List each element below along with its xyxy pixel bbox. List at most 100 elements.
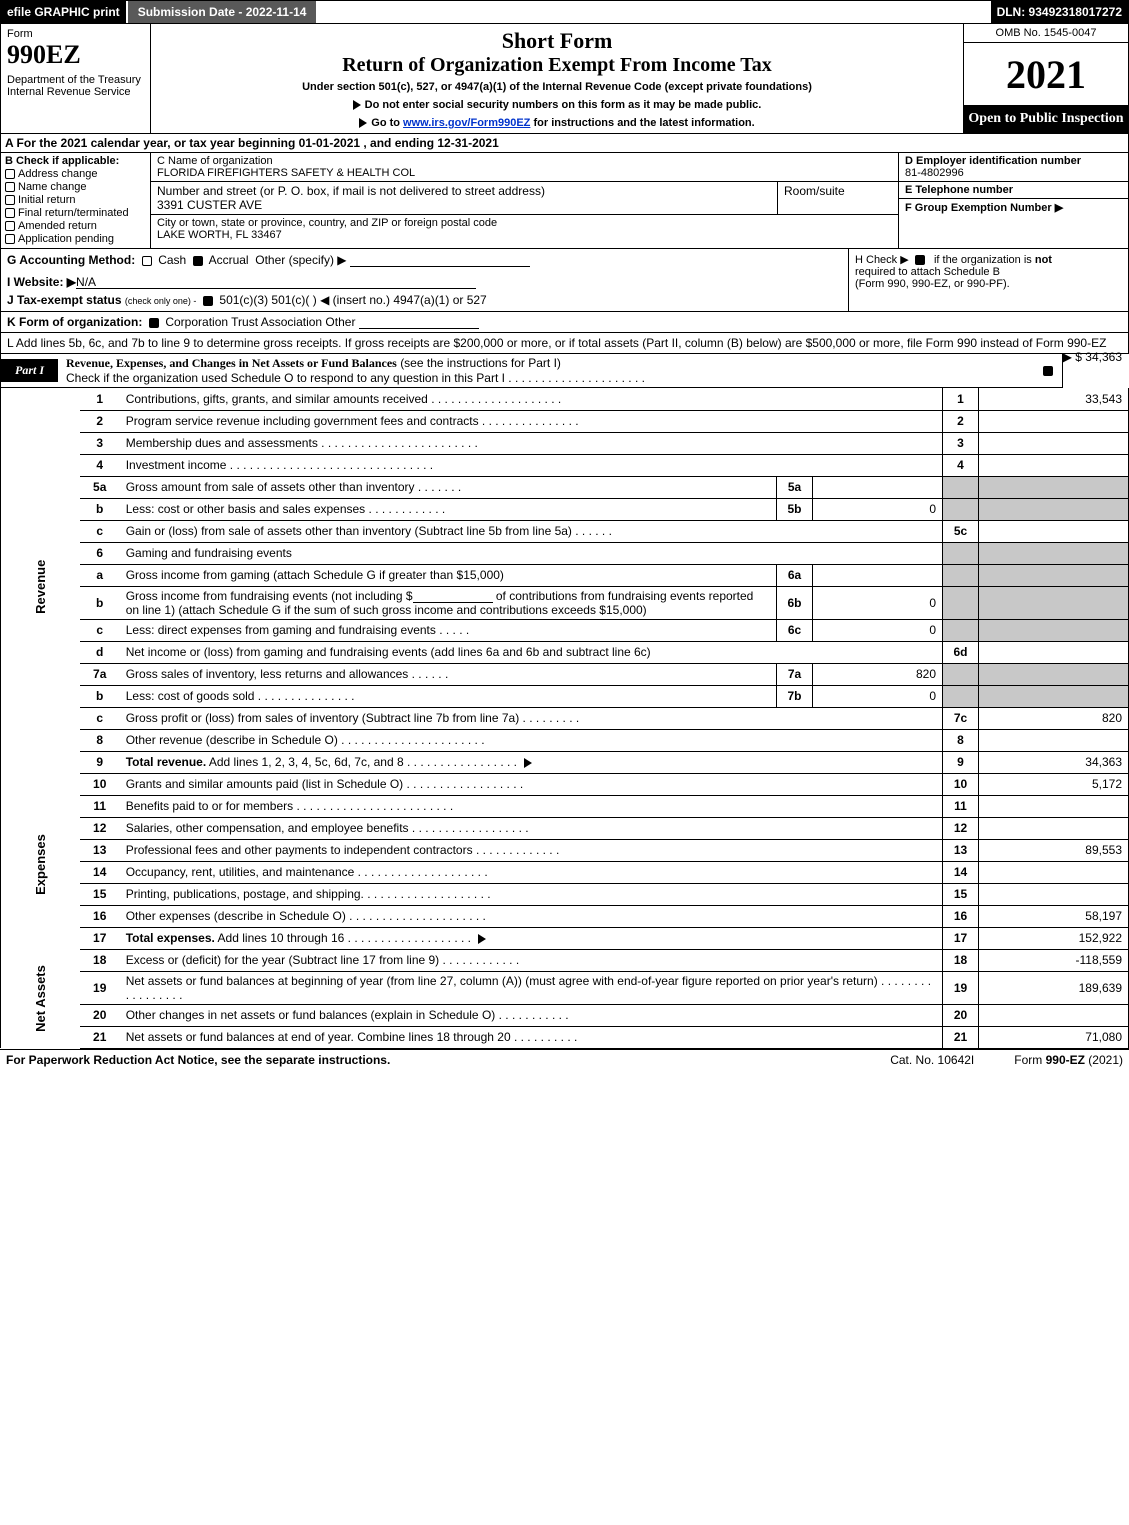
section-h: H Check ▶ if the organization is not req… [848,249,1128,311]
row-l: L Add lines 5b, 6c, and 7b to line 9 to … [0,333,1129,354]
table-row: 21Net assets or fund balances at end of … [1,1026,1129,1048]
section-def: D Employer identification number 81-4802… [898,153,1128,248]
expenses-side-label: Expenses [1,773,80,949]
h-text1: H Check ▶ [855,254,909,266]
table-row: 8Other revenue (describe in Schedule O) … [1,729,1129,751]
street-row: Number and street (or P. O. box, if mail… [151,182,898,215]
org-name-cell: C Name of organization FLORIDA FIREFIGHT… [151,153,898,182]
org-name: FLORIDA FIREFIGHTERS SAFETY & HEALTH COL [157,167,415,179]
table-row: 6Gaming and fundraising events [1,542,1129,564]
chk-501c3[interactable] [203,296,213,306]
chk-address-change[interactable]: Address change [5,168,146,180]
part-1-check-line: Check if the organization used Schedule … [66,371,505,385]
chk-cash[interactable] [142,256,152,266]
h-text2: if the organization is [934,254,1032,266]
open-public: Open to Public Inspection [964,105,1128,133]
ein-cell: D Employer identification number 81-4802… [899,153,1128,182]
table-row: Net Assets 18Excess or (deficit) for the… [1,949,1129,971]
table-row: cGain or (loss) from sale of assets othe… [1,520,1129,542]
footer-left: For Paperwork Reduction Act Notice, see … [6,1053,850,1067]
table-row: aGross income from gaming (attach Schedu… [1,564,1129,586]
line-num: 1 [80,388,120,410]
street-value: 3391 CUSTER AVE [157,198,262,212]
table-row: 5aGross amount from sale of assets other… [1,476,1129,498]
triangle-icon [353,100,361,110]
chk-amended-return[interactable]: Amended return [5,220,146,232]
section-c: C Name of organization FLORIDA FIREFIGHT… [151,153,898,248]
submission-date: Submission Date - 2022-11-14 [126,1,317,23]
table-row: 4Investment income . . . . . . . . . . .… [1,454,1129,476]
page-footer: For Paperwork Reduction Act Notice, see … [0,1049,1129,1070]
row-j: J Tax-exempt status (check only one) - 5… [7,293,842,307]
part-1-title-tail: (see the instructions for Part I) [400,356,561,370]
section-b: B Check if applicable: Address change Na… [1,153,151,248]
form-word: Form [7,28,144,40]
efile-label: efile GRAPHIC print [1,1,126,23]
line-amt: 33,543 [979,388,1129,410]
k-label: K Form of organization: [7,315,142,329]
omb-number: OMB No. 1545-0047 [964,24,1128,43]
header-right: OMB No. 1545-0047 2021 Open to Public In… [963,24,1128,133]
row-k: K Form of organization: Corporation Trus… [0,312,1129,333]
irs-link[interactable]: www.irs.gov/Form990EZ [403,117,530,129]
chk-schedule-b[interactable] [915,255,925,265]
h-text3: required to attach Schedule B [855,266,1000,278]
return-title: Return of Organization Exempt From Incom… [159,54,955,77]
table-row: dNet income or (loss) from gaming and fu… [1,641,1129,663]
table-row: 14Occupancy, rent, utilities, and mainte… [1,861,1129,883]
k-opts: Corporation Trust Association Other [165,315,355,329]
city-value: LAKE WORTH, FL 33467 [157,229,282,241]
chk-corporation[interactable] [149,318,159,328]
topbar-spacer [316,1,990,23]
part-1-title: Revenue, Expenses, and Changes in Net As… [58,354,1038,387]
chk-accrual[interactable] [193,256,203,266]
chk-name-change[interactable]: Name change [5,181,146,193]
j-label: J Tax-exempt status [7,293,122,307]
ghi-left: G Accounting Method: Cash Accrual Other … [1,249,848,311]
section-bcdef: B Check if applicable: Address change Na… [0,153,1129,249]
table-row: Revenue 1Contributions, gifts, grants, a… [1,388,1129,410]
j-opts: 501(c)(3) 501(c)( ) ◀ (insert no.) 4947(… [219,293,486,307]
chk-application-pending[interactable]: Application pending [5,233,146,245]
room-cell: Room/suite [778,182,898,214]
c-name-label: C Name of organization [157,155,273,167]
table-row: bLess: cost or other basis and sales exp… [1,498,1129,520]
l-amount: ▶ $ 34,363 [1063,350,1122,364]
form-header: Form 990EZ Department of the Treasury In… [0,24,1129,134]
city-cell: City or town, state or province, country… [151,215,898,243]
table-row: bLess: cost of goods sold . . . . . . . … [1,685,1129,707]
net-assets-side-label: Net Assets [1,949,80,1048]
table-row: 9Total revenue. Add lines 1, 2, 3, 4, 5c… [1,751,1129,773]
g-label: G Accounting Method: [7,253,135,267]
d-label: D Employer identification number [905,155,1081,167]
part-1-checkbox[interactable] [1038,364,1062,378]
table-row: 17Total expenses. Add lines 10 through 1… [1,927,1129,949]
website-value: N/A [76,275,476,289]
goto-instruction: Go to www.irs.gov/Form990EZ for instruct… [159,117,955,129]
i-label: I Website: ▶ [7,275,76,289]
b-label: B Check if applicable: [5,155,119,167]
goto-tail: for instructions and the latest informat… [533,117,754,129]
table-row: 2Program service revenue including gover… [1,410,1129,432]
top-bar: efile GRAPHIC print Submission Date - 20… [0,0,1129,24]
l-text: L Add lines 5b, 6c, and 7b to line 9 to … [7,336,1106,350]
section-ghij: G Accounting Method: Cash Accrual Other … [0,249,1129,312]
chk-final-return[interactable]: Final return/terminated [5,207,146,219]
chk-initial-return[interactable]: Initial return [5,194,146,206]
no-ssn-instruction: Do not enter social security numbers on … [159,99,955,111]
table-row: 12Salaries, other compensation, and empl… [1,817,1129,839]
street-label: Number and street (or P. O. box, if mail… [157,184,545,198]
footer-cat-no: Cat. No. 10642I [890,1053,974,1067]
table-row: 13Professional fees and other payments t… [1,839,1129,861]
row-a-tax-year: A For the 2021 calendar year, or tax yea… [0,134,1129,153]
no-ssn-text: Do not enter social security numbers on … [365,99,762,111]
header-left: Form 990EZ Department of the Treasury In… [1,24,151,133]
group-exemption-cell: F Group Exemption Number ▶ [899,199,1128,248]
other-specify-line [350,253,530,267]
ein-value: 81-4802996 [905,167,964,179]
revenue-side-label: Revenue [1,388,80,773]
tax-year: 2021 [964,43,1128,105]
table-row: cGross profit or (loss) from sales of in… [1,707,1129,729]
table-row: bGross income from fundraising events (n… [1,586,1129,619]
telephone-cell: E Telephone number [899,182,1128,199]
